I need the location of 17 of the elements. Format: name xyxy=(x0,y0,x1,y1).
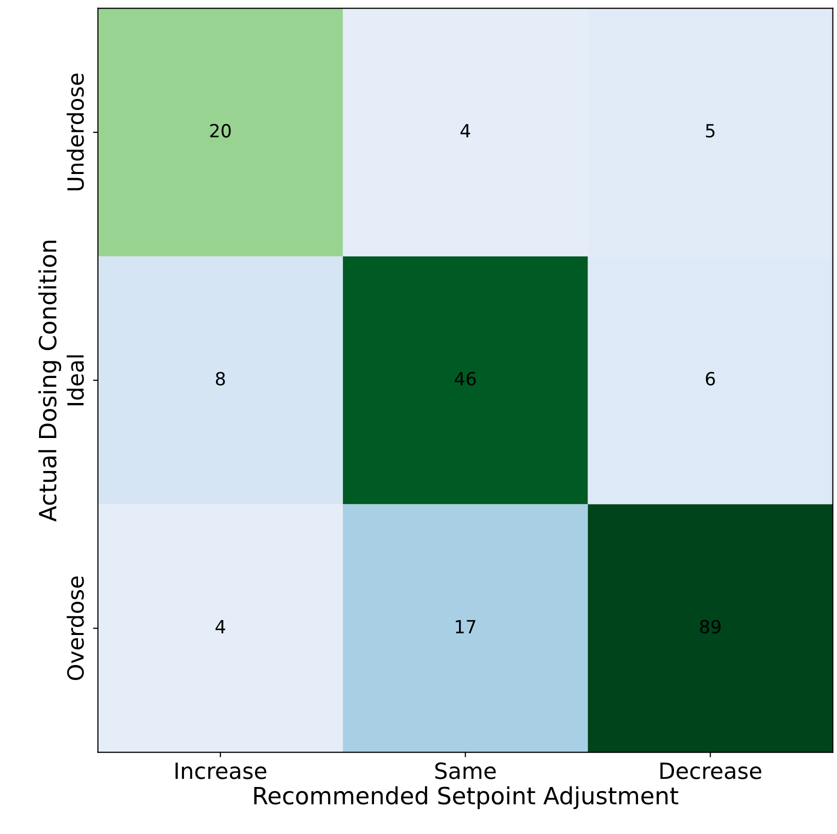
y-tick-label: Ideal xyxy=(66,355,84,406)
data-label: 8 xyxy=(216,372,225,386)
x-tick-label: Decrease xyxy=(660,762,762,780)
y-tick-label: Underdose xyxy=(66,74,84,190)
y-tick-label: Overdose xyxy=(66,576,84,680)
data-label: 6 xyxy=(706,372,715,386)
data-label: 17 xyxy=(456,620,476,634)
x-axis-title: Recommended Setpoint Adjustment xyxy=(254,786,678,810)
data-label: 4 xyxy=(460,124,470,138)
data-label: 4 xyxy=(216,620,226,634)
data-label: 89 xyxy=(700,620,721,634)
data-label: 20 xyxy=(210,124,231,138)
data-label: 5 xyxy=(706,124,714,138)
x-tick-label: Increase xyxy=(176,762,266,780)
data-label: 46 xyxy=(454,372,476,386)
x-tick-label: Same xyxy=(435,762,496,780)
y-axis-title: Actual Dosing Condition xyxy=(38,240,62,522)
